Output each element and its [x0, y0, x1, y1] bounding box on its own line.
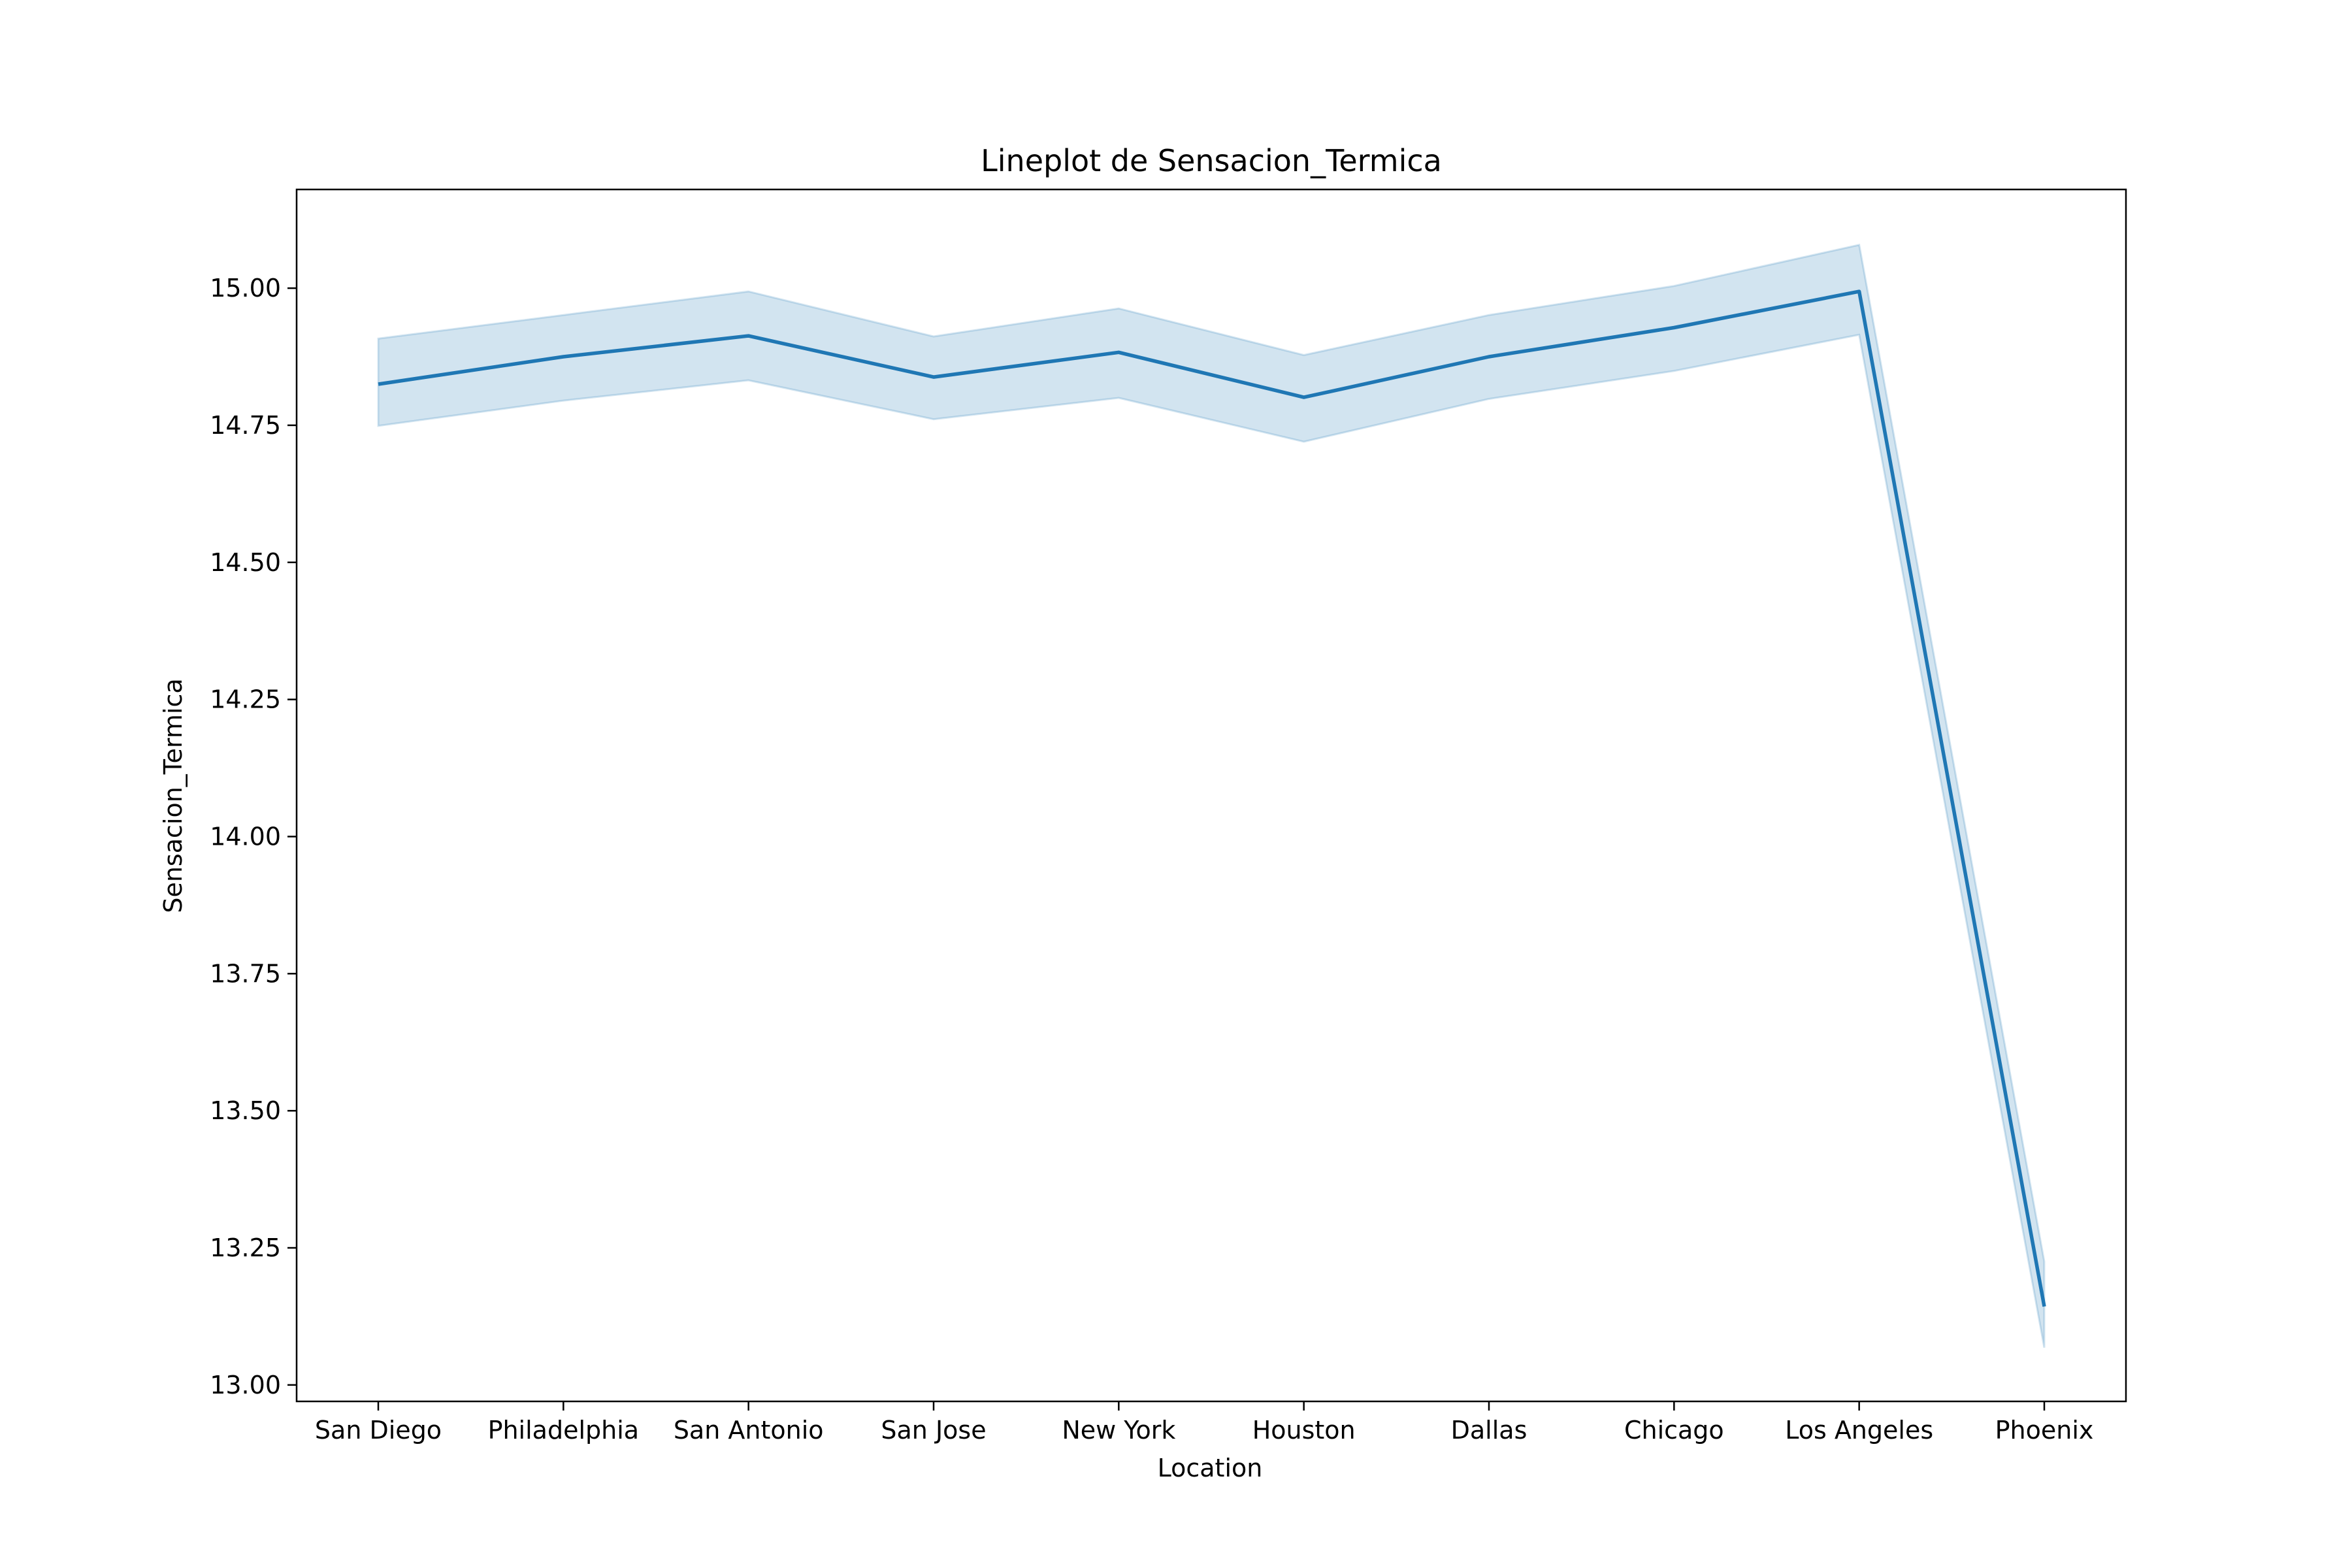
y-tick-label: 14.25	[210, 685, 281, 714]
x-tick-label: Phoenix	[1995, 1416, 2094, 1445]
x-tick-label: Houston	[1252, 1416, 1356, 1445]
x-tick-label: Dallas	[1451, 1416, 1527, 1445]
y-tick-label: 15.00	[210, 274, 281, 302]
y-tick-label: 13.75	[210, 959, 281, 988]
confidence-band-layer	[377, 243, 2046, 1348]
y-tick-label: 13.50	[210, 1096, 281, 1125]
x-tick-label: San Jose	[881, 1416, 986, 1445]
series-line	[378, 289, 2046, 1307]
x-axis: San Diego Philadelphia San Antonio San Jose…	[315, 1401, 2093, 1445]
x-axis-label: Location	[1158, 1454, 1263, 1482]
y-tick-label: 14.50	[210, 548, 281, 577]
y-axis: 13.00 13.25 13.50 13.75 14.00 14.25 14.50 14.75…	[210, 274, 297, 1399]
confidence-band	[377, 243, 2046, 1348]
chart-title: Lineplot de Sensacion_Termica	[981, 143, 1442, 178]
x-tick-label: Philadelphia	[488, 1416, 640, 1445]
y-tick-label: 13.00	[210, 1371, 281, 1399]
y-axis-label: Sensacion_Termica	[159, 678, 188, 913]
y-tick-label: 13.25	[210, 1233, 281, 1262]
x-tick-label: Chicago	[1624, 1416, 1724, 1445]
plot-frame	[295, 188, 2127, 1403]
x-tick-label: New York	[1062, 1416, 1175, 1445]
series-line-layer	[378, 289, 2046, 1307]
x-tick-label: Los Angeles	[1785, 1416, 1933, 1445]
x-tick-label: San Diego	[315, 1416, 442, 1445]
y-tick-label: 14.00	[210, 822, 281, 851]
x-tick-label: San Antonio	[674, 1416, 824, 1445]
y-tick-label: 14.75	[210, 411, 281, 440]
